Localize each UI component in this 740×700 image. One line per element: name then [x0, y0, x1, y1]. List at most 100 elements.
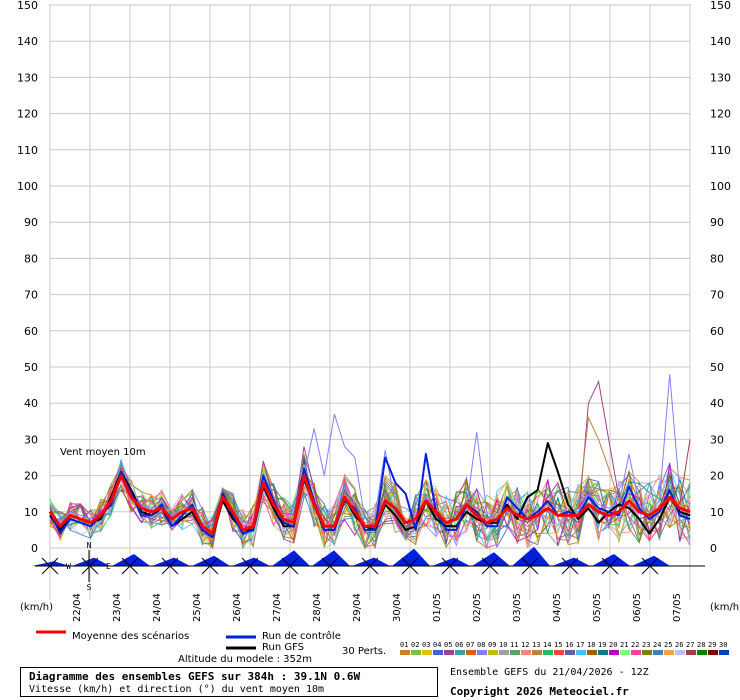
x-date-label: 30/04	[392, 593, 403, 622]
pert-number-25: 25	[664, 641, 672, 649]
pert-color-06	[455, 650, 465, 655]
pert-number-14: 14	[543, 641, 551, 649]
y-tick-label-left: 80	[24, 252, 38, 265]
run-info-block: Ensemble GEFS du 21/04/2026 - 12Z Copyri…	[450, 666, 649, 700]
pert-number-06: 06	[455, 641, 463, 649]
compass-e: E	[106, 562, 111, 571]
pert-number-02: 02	[411, 641, 419, 649]
x-date-label: 02/05	[472, 593, 483, 622]
y-tick-label-left: 100	[17, 180, 38, 193]
pert-number-29: 29	[708, 641, 716, 649]
pert-color-11	[510, 650, 520, 655]
direction-wedge	[32, 561, 70, 566]
pert-color-19	[598, 650, 608, 655]
x-date-label: 29/04	[352, 593, 363, 622]
pert-color-04	[433, 650, 443, 655]
info-subtitle: Vitesse (km/h) et direction (°) du vent …	[29, 684, 325, 695]
x-date-label: 05/05	[592, 593, 603, 622]
pert-color-07	[466, 650, 476, 655]
pert-color-17	[576, 650, 586, 655]
perturbation-line	[49, 480, 691, 544]
pert-number-15: 15	[554, 641, 562, 649]
y-tick-label-right: 10	[710, 506, 724, 519]
legend-gfs-label: Run GFS	[262, 642, 305, 653]
y-tick-label-right: 50	[710, 361, 724, 374]
x-date-label: 26/04	[232, 593, 243, 622]
pert-number-04: 04	[433, 641, 441, 649]
x-date-label: 01/05	[432, 593, 443, 622]
pert-color-16	[565, 650, 575, 655]
x-date-label: 07/05	[672, 593, 683, 622]
pert-color-03	[422, 650, 432, 655]
compass-w: W	[66, 562, 71, 571]
pert-color-20	[609, 650, 619, 655]
compass-s: S	[87, 583, 92, 592]
unit-label-left: (km/h)	[20, 602, 53, 613]
direction-wedge	[592, 554, 630, 566]
pert-color-30	[719, 650, 729, 655]
perturbation-line-13	[49, 415, 691, 531]
y-tick-label-left: 120	[17, 108, 38, 121]
pert-number-26: 26	[675, 641, 683, 649]
pert-color-15	[554, 650, 564, 655]
altitude-label: Altitude du modele : 352m	[178, 654, 312, 665]
y-tick-label-right: 110	[710, 144, 731, 157]
pert-color-10	[499, 650, 509, 655]
pert-color-05	[444, 650, 454, 655]
direction-wedge	[272, 550, 310, 566]
pert-number-18: 18	[587, 641, 595, 649]
y-tick-label-left: 140	[17, 35, 38, 48]
direction-wedge	[552, 557, 590, 566]
y-tick-label-left: 90	[24, 216, 38, 229]
info-box: Diagramme des ensembles GEFS sur 384h : …	[20, 667, 438, 697]
gfs-series-line	[49, 442, 691, 539]
y-tick-label-right: 80	[710, 252, 724, 265]
x-date-label: 24/04	[152, 593, 163, 622]
perturbation-line-08	[49, 374, 691, 527]
y-tick-label-right: 140	[710, 35, 731, 48]
run-info: Ensemble GEFS du 21/04/2026 - 12Z	[450, 667, 649, 678]
pert-color-23	[642, 650, 652, 655]
x-date-label: 04/05	[552, 593, 563, 622]
legend-control-label: Run de contrôle	[262, 631, 341, 642]
y-tick-label-right: 70	[710, 289, 724, 302]
pert-number-20: 20	[609, 641, 617, 649]
y-tick-label-right: 150	[710, 0, 731, 12]
pert-color-25	[664, 650, 674, 655]
pert-number-01: 01	[400, 641, 408, 649]
direction-wedge	[432, 557, 470, 566]
copyright: Copyright 2026 Meteociel.fr	[450, 685, 629, 698]
y-tick-label-left: 20	[24, 470, 38, 483]
y-tick-label-left: 50	[24, 361, 38, 374]
direction-wedge	[392, 548, 430, 566]
x-date-label: 23/04	[112, 593, 123, 622]
pert-number-11: 11	[510, 641, 518, 649]
x-date-label: 25/04	[192, 593, 203, 622]
pert-color-22	[631, 650, 641, 655]
y-tick-label-right: 60	[710, 325, 724, 338]
pert-color-21	[620, 650, 630, 655]
pert-color-12	[521, 650, 531, 655]
unit-label-right: (km/h)	[710, 602, 740, 613]
y-tick-label-right: 100	[710, 180, 731, 193]
y-tick-label-right: 120	[710, 108, 731, 121]
y-tick-label-left: 110	[17, 144, 38, 157]
y-tick-label-right: 40	[710, 397, 724, 410]
y-tick-label-left: 30	[24, 433, 38, 446]
pert-number-22: 22	[631, 641, 639, 649]
direction-wedge	[632, 555, 670, 566]
x-date-label: 27/04	[272, 593, 283, 622]
direction-wedge	[152, 557, 190, 566]
direction-wedge	[72, 557, 110, 566]
y-tick-label-left: 60	[24, 325, 38, 338]
y-tick-label-right: 20	[710, 470, 724, 483]
pert-color-26	[675, 650, 685, 655]
pert-color-02	[411, 650, 421, 655]
legend-perts-label: 30 Perts.	[342, 646, 387, 657]
pert-number-30: 30	[719, 641, 727, 649]
direction-wedge	[512, 546, 550, 566]
pert-number-27: 27	[686, 641, 694, 649]
pert-number-05: 05	[444, 641, 452, 649]
pert-color-18	[587, 650, 597, 655]
y-tick-label-left: 130	[17, 71, 38, 84]
